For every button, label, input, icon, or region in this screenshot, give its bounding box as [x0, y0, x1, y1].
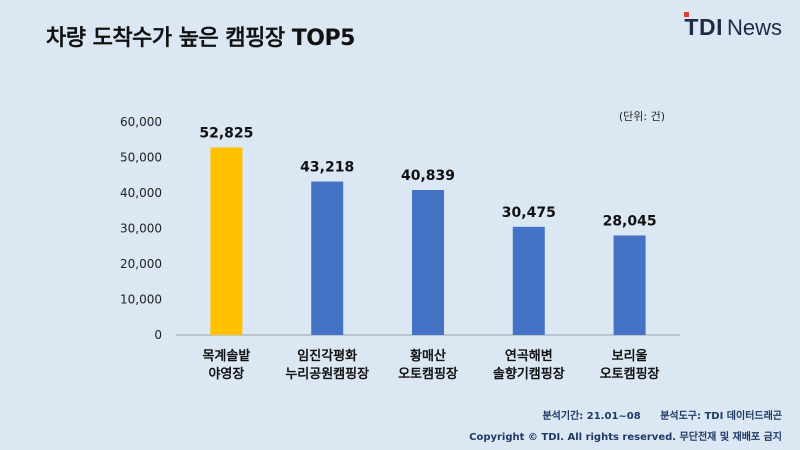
bar-value-label: 43,218	[300, 160, 354, 176]
y-tick-label: 60,000	[120, 115, 162, 129]
y-tick-label: 30,000	[120, 222, 162, 236]
x-tick-label: 목계솔밭	[202, 348, 250, 364]
analysis-tool: 분석도구: TDI 데이터드래곤	[660, 411, 782, 422]
x-tick-label: 누리공원캠핑장	[285, 366, 369, 382]
logo-tdi-text: TDI	[684, 12, 723, 40]
bar	[412, 190, 444, 335]
copyright-notice: Copyright © TDI. All rights reserved. 무단…	[469, 432, 782, 443]
x-tick-label: 보리울	[612, 348, 648, 364]
y-tick-label: 50,000	[120, 151, 162, 165]
y-tick-label: 0	[154, 328, 162, 342]
y-tick-label: 10,000	[120, 293, 162, 307]
x-tick-label: 연곡해변	[505, 348, 553, 364]
x-tick-label: 오토캠핑장	[600, 366, 660, 382]
x-tick-label: 솔향기캠핑장	[493, 366, 565, 382]
bar-value-label: 40,839	[401, 168, 455, 184]
unit-label: (단위: 건)	[618, 110, 665, 123]
logo-news-text: News	[726, 15, 782, 40]
bar	[311, 181, 344, 335]
tdi-news-logo: TDI News	[684, 12, 782, 41]
x-tick-label: 황매산	[410, 348, 446, 364]
x-tick-label: 오토캠핑장	[398, 366, 458, 382]
y-tick-label: 40,000	[120, 186, 162, 200]
bar	[210, 147, 243, 335]
x-tick-label: 야영장	[208, 366, 244, 382]
bar-value-label: 28,045	[603, 213, 657, 229]
bar	[512, 226, 545, 335]
y-tick-label: 20,000	[120, 257, 162, 271]
bar	[613, 235, 646, 335]
x-tick-label: 임진각평화	[297, 348, 357, 364]
analysis-info: 분석기간: 21.01~08 분석도구: TDI 데이터드래곤	[526, 407, 782, 422]
bar-value-label: 30,475	[502, 205, 556, 221]
chart-title: 차량 도착수가 높은 캠핑장 TOP5	[46, 26, 355, 51]
analysis-period: 분석기간: 21.01~08	[542, 411, 641, 422]
bar-value-label: 52,825	[199, 125, 253, 141]
